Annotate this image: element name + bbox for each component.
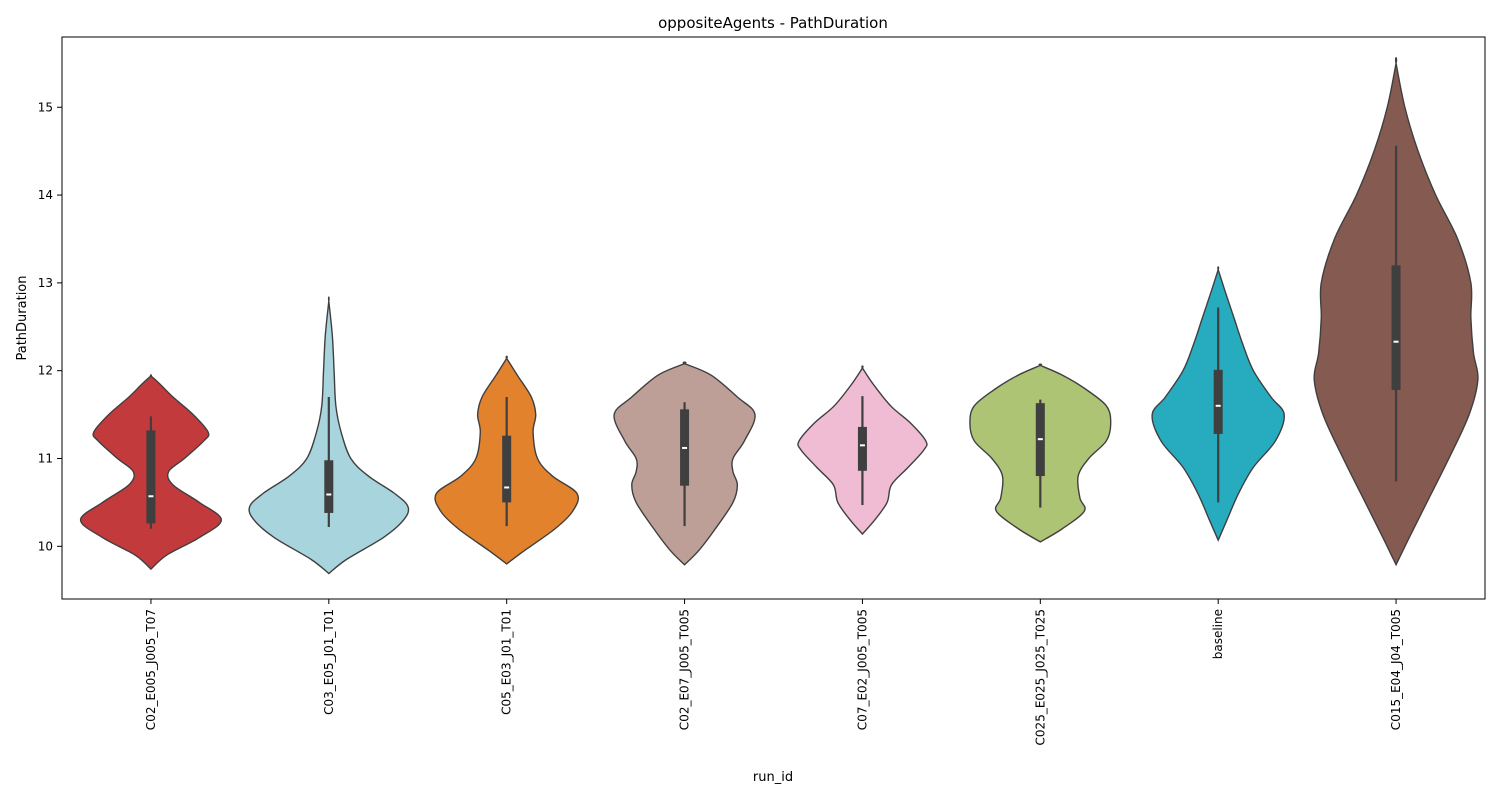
y-tick-label: 10	[38, 539, 53, 553]
x-tick-label: C07_E02_J005_T005	[855, 609, 869, 730]
x-axis: C02_E005_J005_T07 C03_E05_J01_T01 C05_E03_…	[144, 599, 1403, 745]
x-axis-label: run_id	[753, 770, 793, 785]
y-tick-label: 15	[38, 100, 53, 114]
violins-group	[79, 57, 1479, 575]
x-tick-label: baseline	[1211, 609, 1225, 659]
y-axis-label: PathDuration	[15, 275, 30, 360]
x-tick-label: C03_E05_J01_T01	[322, 609, 336, 715]
violin-box	[1391, 265, 1401, 391]
y-tick-label: 11	[38, 452, 53, 466]
y-tick-label: 13	[38, 276, 53, 290]
x-tick-label: C015_E04_J04_T005	[1389, 609, 1403, 730]
chart-title: oppositeAgents - PathDuration	[658, 14, 888, 32]
violin-box	[146, 430, 156, 524]
x-tick-label: C02_E005_J005_T07	[144, 609, 158, 730]
violin-box	[502, 435, 512, 503]
x-tick-label: C025_E025_J025_T025	[1033, 609, 1047, 745]
plot-frame	[61, 36, 1486, 600]
violin-box	[1213, 369, 1223, 434]
y-tick-label: 12	[38, 364, 53, 378]
x-tick-label: C02_E07_J005_T005	[678, 609, 692, 730]
violin-box	[857, 426, 867, 471]
x-tick-label: C05_E03_J01_T01	[500, 609, 514, 715]
y-axis: 10 11 12 13 14 15	[38, 100, 62, 553]
y-tick-label: 14	[38, 188, 53, 202]
violin-box	[324, 460, 334, 513]
